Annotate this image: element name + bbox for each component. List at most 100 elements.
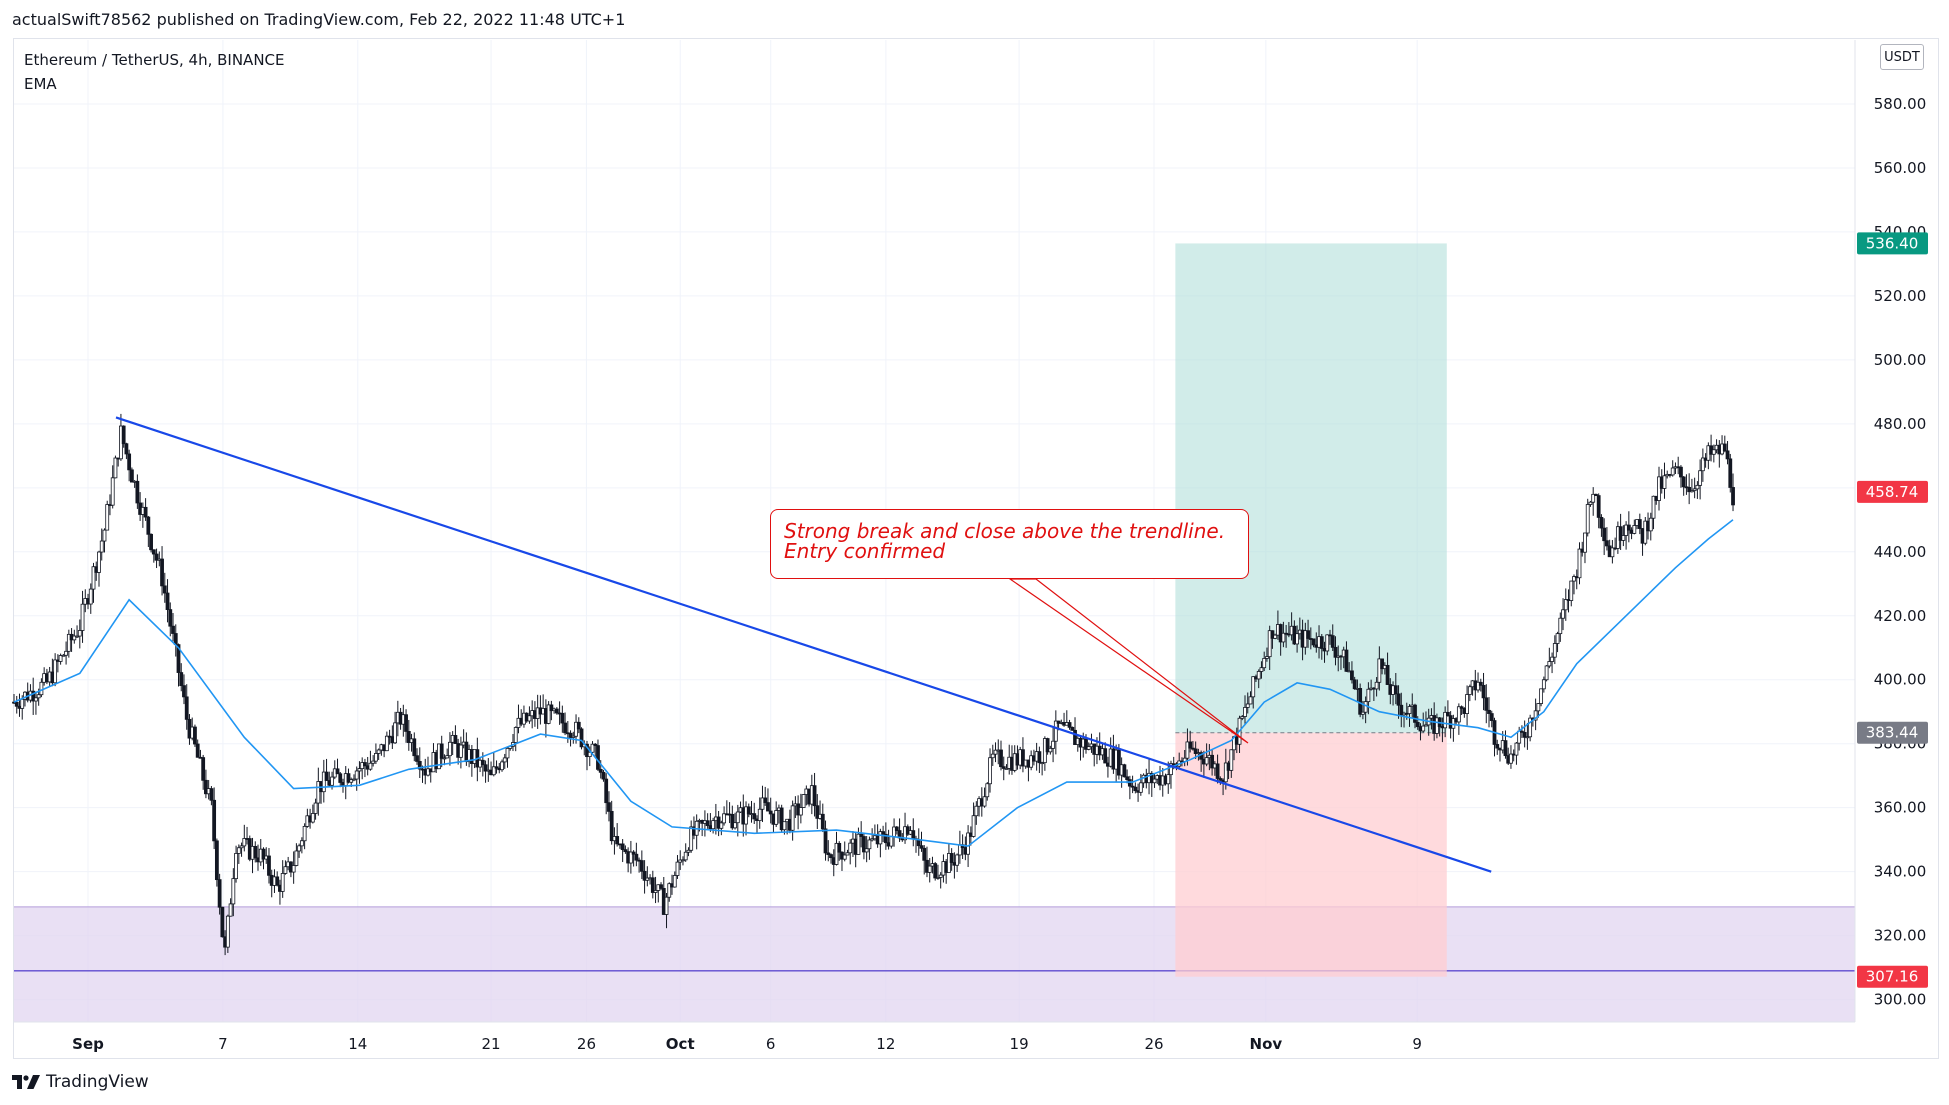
candle-body bbox=[173, 633, 178, 646]
candle-body bbox=[384, 735, 389, 752]
candle-body bbox=[500, 761, 504, 771]
candle-body bbox=[373, 753, 378, 762]
candle-body bbox=[88, 588, 93, 605]
candle-body bbox=[883, 833, 888, 844]
candle-body bbox=[1517, 730, 1522, 744]
time-tick-label: 12 bbox=[876, 1035, 895, 1053]
candle-body bbox=[321, 771, 326, 793]
candle-body bbox=[1048, 747, 1053, 753]
candle-body bbox=[1325, 634, 1330, 652]
candle-body bbox=[938, 874, 943, 878]
candle-body bbox=[193, 726, 197, 745]
chart-frame bbox=[13, 38, 1939, 1059]
time-tick-label: 19 bbox=[1010, 1035, 1029, 1053]
candle-body bbox=[894, 826, 899, 831]
candle-body bbox=[834, 842, 839, 865]
candle-body bbox=[176, 644, 181, 673]
candle-body bbox=[1396, 693, 1401, 706]
candle-body bbox=[1596, 495, 1601, 518]
candle-body bbox=[280, 873, 285, 892]
candle-body bbox=[1130, 785, 1135, 788]
candle-body bbox=[1361, 711, 1365, 715]
candle-body bbox=[302, 825, 307, 842]
candle-body bbox=[870, 838, 875, 841]
candle-body bbox=[1133, 786, 1138, 792]
candle-body bbox=[971, 815, 976, 837]
candle-body bbox=[64, 650, 68, 656]
candle-body bbox=[1514, 742, 1519, 756]
candle-body bbox=[1495, 744, 1500, 749]
candle-body bbox=[1185, 741, 1190, 759]
candle-body bbox=[596, 745, 600, 770]
candle-body bbox=[146, 516, 151, 535]
candle-body bbox=[933, 863, 938, 879]
candle-body bbox=[1621, 535, 1626, 541]
footer-brand[interactable]: TradingView bbox=[12, 1072, 149, 1092]
candle-body bbox=[1407, 706, 1412, 714]
candle-body bbox=[225, 915, 230, 948]
price-tick-label: 560.00 bbox=[1874, 159, 1927, 177]
ema-indicator-label[interactable]: EMA bbox=[24, 75, 57, 93]
price-labels: 536.40 458.74 383.44 307.16 bbox=[1857, 232, 1928, 988]
candle-body bbox=[393, 722, 397, 744]
candle-body bbox=[579, 728, 584, 748]
candle-body bbox=[154, 553, 159, 561]
candle-body bbox=[1558, 617, 1563, 635]
time-tick-label: 6 bbox=[766, 1035, 776, 1053]
candle-body bbox=[587, 751, 592, 758]
candle-body bbox=[494, 766, 499, 769]
candle-body bbox=[214, 840, 219, 881]
candle-body bbox=[1424, 724, 1428, 727]
candle-body bbox=[982, 796, 987, 807]
candle-body bbox=[480, 759, 485, 766]
candle-body bbox=[1125, 776, 1130, 780]
candle-body bbox=[445, 755, 450, 759]
candle-body bbox=[1487, 709, 1491, 714]
candle-body bbox=[985, 783, 990, 798]
candle-body bbox=[1722, 443, 1727, 452]
candle-body bbox=[66, 633, 71, 652]
candle-body bbox=[1481, 684, 1486, 699]
candle-body bbox=[1073, 729, 1077, 745]
candle-body bbox=[291, 865, 296, 873]
candle-body bbox=[1478, 681, 1483, 686]
candle-body bbox=[927, 865, 932, 873]
candle-body bbox=[1303, 630, 1308, 648]
chart-legend[interactable]: Ethereum / TetherUS, 4h, BINANCE EMA bbox=[24, 48, 285, 96]
candle-body bbox=[1245, 703, 1250, 708]
candle-body bbox=[631, 851, 636, 855]
current-price-label: 458.74 bbox=[1866, 483, 1919, 501]
candle-body bbox=[1306, 630, 1310, 639]
candle-body bbox=[1188, 741, 1193, 749]
candle-body bbox=[1561, 609, 1565, 619]
candle-body bbox=[568, 732, 573, 738]
candle-body bbox=[1588, 501, 1593, 505]
candle-body bbox=[1525, 736, 1530, 739]
candle-body bbox=[735, 811, 740, 824]
candle-body bbox=[135, 480, 140, 504]
candle-body bbox=[546, 704, 551, 724]
entry-price-badge bbox=[1857, 721, 1928, 744]
footer-brand-label: TradingView bbox=[46, 1072, 149, 1092]
candle-body bbox=[527, 715, 532, 722]
currency-button[interactable]: USDT bbox=[1880, 44, 1924, 70]
candle-body bbox=[1366, 688, 1371, 703]
candle-body bbox=[1451, 718, 1456, 729]
candle-body bbox=[236, 847, 241, 854]
candle-body bbox=[294, 850, 299, 866]
candle-body bbox=[689, 826, 694, 851]
time-tick-label: 14 bbox=[348, 1035, 367, 1053]
candle-body bbox=[1053, 720, 1058, 742]
candle-body bbox=[1358, 688, 1363, 715]
candle-body bbox=[242, 838, 247, 847]
candle-body bbox=[639, 860, 644, 872]
candle-body bbox=[549, 704, 554, 712]
chart-zones bbox=[14, 243, 1855, 1022]
time-tick-label: 7 bbox=[218, 1035, 228, 1053]
candle-body bbox=[239, 845, 244, 849]
symbol-title[interactable]: Ethereum / TetherUS, 4h, BINANCE bbox=[24, 51, 285, 69]
candle-body bbox=[1533, 710, 1538, 721]
candle-body bbox=[97, 551, 101, 573]
candle-body bbox=[1585, 504, 1590, 534]
